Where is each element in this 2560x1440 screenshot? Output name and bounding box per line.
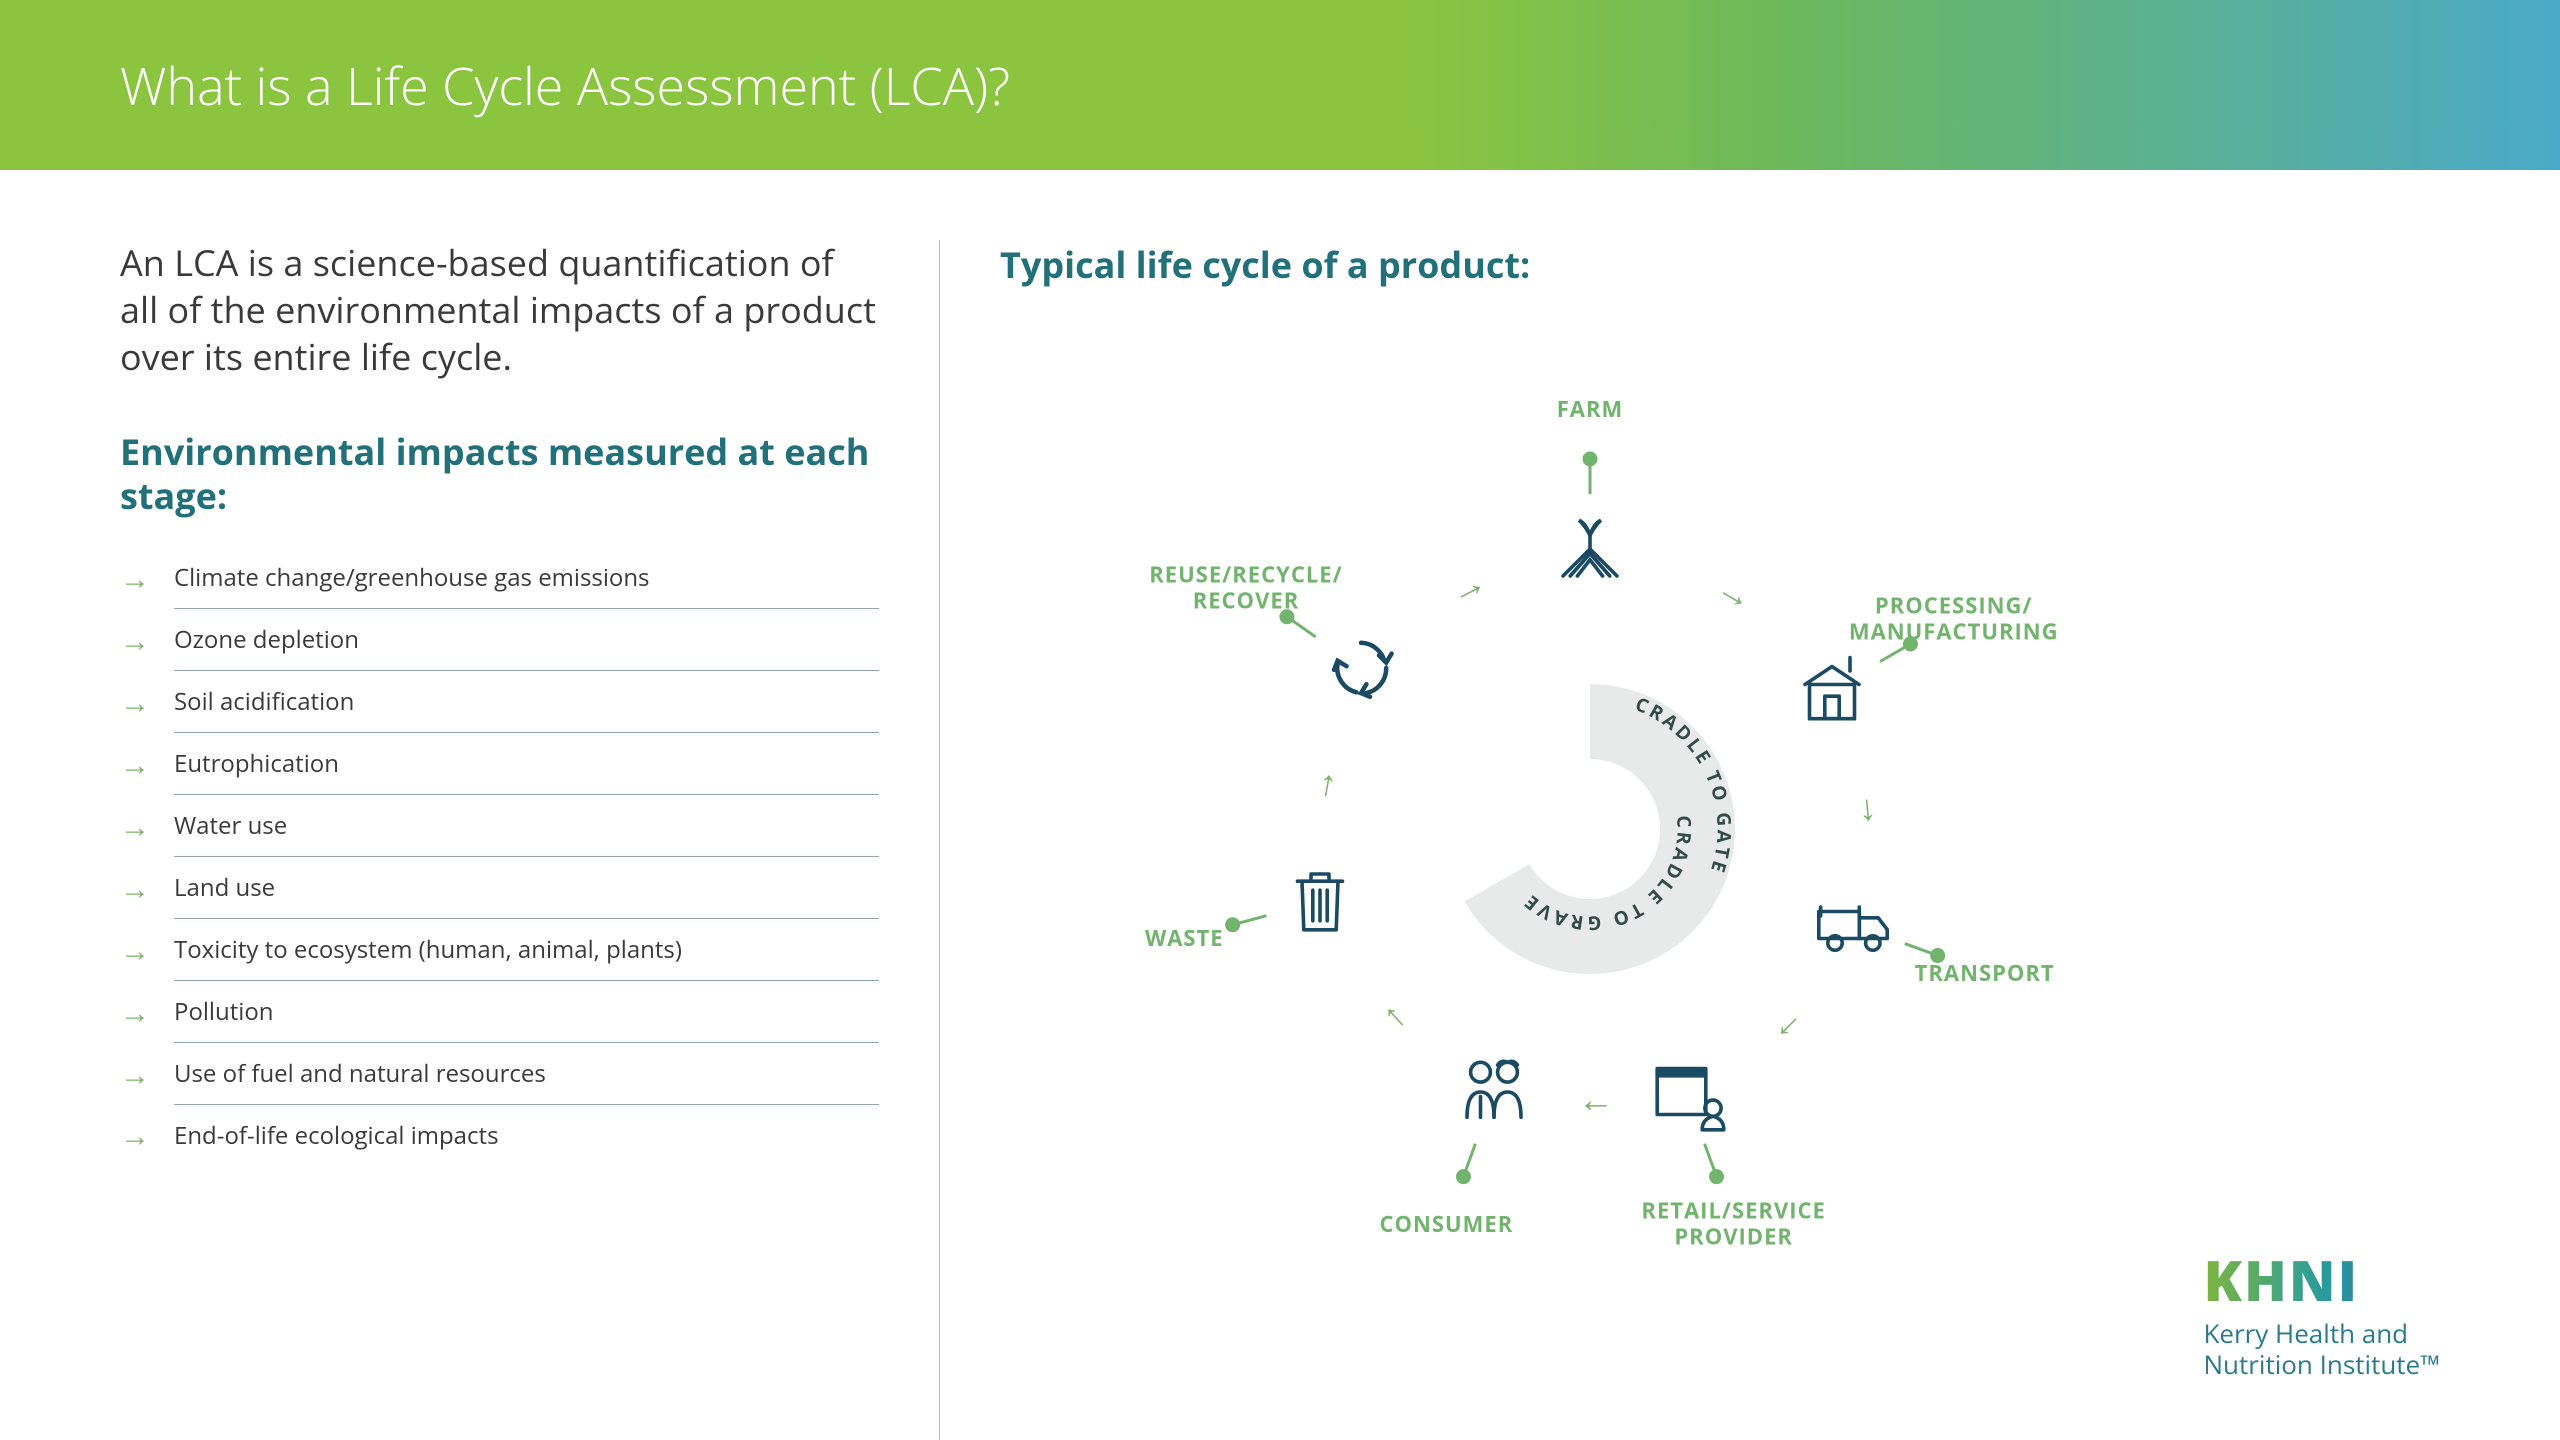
page-title: What is a Life Cycle Assessment (LCA)?: [120, 50, 1010, 121]
arrow-icon: →: [120, 873, 150, 903]
impact-item: → Land use: [120, 857, 879, 919]
impact-item: → Water use: [120, 795, 879, 857]
arrow-icon: →: [120, 997, 150, 1027]
impact г-label: Use of fuel and natural resources: [174, 1057, 879, 1105]
recycle-connector: [1000, 309, 2200, 1309]
cycle-arrow: →: [1578, 1089, 1614, 1138]
impact-item: → Soil acidification: [120, 671, 879, 733]
lifecycle-diagram: CRADLE TO GATE CRADLE TO GRAVE FARM PROC…: [1000, 309, 2200, 1309]
impact-item: → Pollution: [120, 981, 879, 1043]
arrow-icon: →: [120, 1120, 150, 1150]
content-area: An LCA is a science-based quantification…: [0, 170, 2560, 1440]
impact-item: → Use of fuel and natural resources: [120, 1043, 879, 1105]
impact г-label: Pollution: [174, 995, 879, 1043]
impacts-heading: Environmental impacts measured at each s…: [120, 430, 879, 516]
impact г-label: Toxicity to ecosystem (human, animal, pl…: [174, 933, 879, 981]
arrow-icon: →: [120, 1059, 150, 1089]
impact г-label: Water use: [174, 809, 879, 857]
impact г-label: Eutrophication: [174, 747, 879, 795]
arrow-icon: →: [120, 749, 150, 779]
logo-acronym: KHNI: [2203, 1242, 2440, 1318]
impact-item: → End-of-life ecological impacts: [120, 1105, 879, 1166]
khni-logo: KHNI Kerry Health and Nutrition Institut…: [2203, 1242, 2440, 1380]
impact г-label: Ozone depletion: [174, 623, 879, 671]
arrow-icon: →: [120, 811, 150, 841]
impacts-list: → Climate change/greenhouse gas emission…: [120, 547, 879, 1166]
arrow-icon: →: [120, 687, 150, 717]
impact-item: → Climate change/greenhouse gas emission…: [120, 547, 879, 609]
left-column: An LCA is a science-based quantification…: [120, 240, 940, 1440]
intro-text: An LCA is a science-based quantification…: [120, 240, 879, 380]
logo-line1: Kerry Health and: [2203, 1318, 2440, 1349]
arrow-icon: →: [120, 563, 150, 593]
impact г-label: Soil acidification: [174, 685, 879, 733]
header-banner: What is a Life Cycle Assessment (LCA)?: [0, 0, 2560, 170]
arrow-icon: →: [120, 935, 150, 965]
impact-item: → Toxicity to ecosystem (human, animal, …: [120, 919, 879, 981]
impact г-label: Land use: [174, 871, 879, 919]
impact-item: → Eutrophication: [120, 733, 879, 795]
cycle-title: Typical life cycle of a product:: [1000, 240, 2440, 289]
impact-item: → Ozone depletion: [120, 609, 879, 671]
impact г-label: End-of-life ecological impacts: [174, 1119, 879, 1166]
logo-line2: Nutrition Institute™: [2203, 1349, 2440, 1380]
arrow-icon: →: [120, 625, 150, 655]
cycle-arrow: →: [1849, 789, 1901, 829]
impact г-label: Climate change/greenhouse gas emissions: [174, 561, 879, 609]
